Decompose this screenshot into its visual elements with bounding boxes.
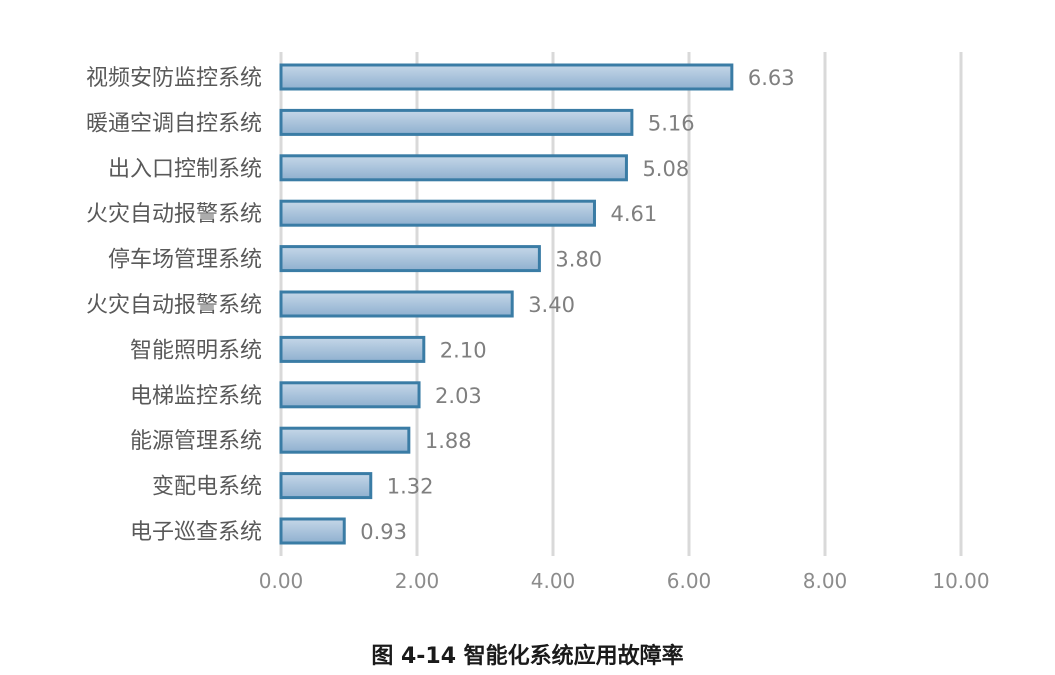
category-label: 火灾自动报警系统 xyxy=(86,202,262,227)
bar xyxy=(279,381,421,409)
x-tick-label: 0.00 xyxy=(259,569,304,593)
bars xyxy=(279,63,734,545)
value-label: 5.08 xyxy=(642,157,689,181)
bar xyxy=(279,290,514,318)
x-tick-label: 6.00 xyxy=(667,569,712,593)
value-label: 1.32 xyxy=(387,475,434,499)
bar xyxy=(279,472,373,500)
value-labels: 6.63 5.16 5.08 4.61 3.80 3.40 2.10 2.03 1.88 1.32… xyxy=(360,66,794,544)
figure-caption: 图 4-14 智能化系统应用故障率 xyxy=(371,644,684,669)
value-label: 4.61 xyxy=(610,202,657,226)
x-tick-label: 8.00 xyxy=(803,569,848,593)
bar xyxy=(279,199,596,227)
bar xyxy=(279,63,734,91)
value-label: 3.80 xyxy=(555,248,602,272)
category-label: 停车场管理系统 xyxy=(108,248,262,273)
bar xyxy=(279,335,426,363)
bar xyxy=(279,154,628,182)
category-label: 能源管理系统 xyxy=(130,429,262,454)
category-label: 变配电系统 xyxy=(152,475,262,500)
bar xyxy=(279,517,346,545)
category-label: 电梯监控系统 xyxy=(130,384,262,409)
x-tick-label: 2.00 xyxy=(395,569,440,593)
bar xyxy=(279,426,411,454)
bar xyxy=(279,108,634,136)
category-label: 火灾自动报警系统 xyxy=(86,293,262,318)
bar-chart: 视频安防监控系统暖通空调自控系统出入口控制系统火灾自动报警系统停车场管理系统火灾… xyxy=(86,52,990,593)
value-label: 6.63 xyxy=(748,66,795,90)
x-axis-tick-labels: 0.00 2.00 4.00 6.00 8.00 10.00 xyxy=(259,569,990,593)
bar xyxy=(279,245,541,273)
value-label: 5.16 xyxy=(648,111,695,135)
value-label: 0.93 xyxy=(360,520,407,544)
category-label: 视频安防监控系统 xyxy=(86,66,262,91)
x-tick-label: 10.00 xyxy=(932,569,989,593)
category-label: 电子巡查系统 xyxy=(130,520,262,545)
value-label: 1.88 xyxy=(425,429,472,453)
category-label: 出入口控制系统 xyxy=(108,157,262,182)
value-label: 2.03 xyxy=(435,384,482,408)
value-label: 2.10 xyxy=(440,338,487,362)
category-labels: 视频安防监控系统暖通空调自控系统出入口控制系统火灾自动报警系统停车场管理系统火灾… xyxy=(86,66,262,545)
grid-lines xyxy=(279,52,963,556)
x-tick-label: 4.00 xyxy=(531,569,576,593)
category-label: 暖通空调自控系统 xyxy=(86,111,262,136)
value-label: 3.40 xyxy=(528,293,575,317)
category-label: 智能照明系统 xyxy=(130,338,262,363)
